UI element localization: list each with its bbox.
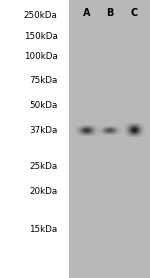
FancyBboxPatch shape — [69, 0, 150, 278]
Text: 20kDa: 20kDa — [30, 187, 58, 196]
Text: 50kDa: 50kDa — [29, 101, 58, 110]
Text: 75kDa: 75kDa — [29, 76, 58, 85]
Text: B: B — [106, 8, 114, 18]
Text: A: A — [82, 8, 90, 18]
Text: C: C — [131, 8, 138, 18]
Text: 100kDa: 100kDa — [24, 53, 58, 61]
Text: 15kDa: 15kDa — [30, 225, 58, 234]
Text: 37kDa: 37kDa — [29, 126, 58, 135]
Text: 250kDa: 250kDa — [24, 11, 58, 20]
Text: 25kDa: 25kDa — [30, 162, 58, 171]
Text: 150kDa: 150kDa — [24, 32, 58, 41]
